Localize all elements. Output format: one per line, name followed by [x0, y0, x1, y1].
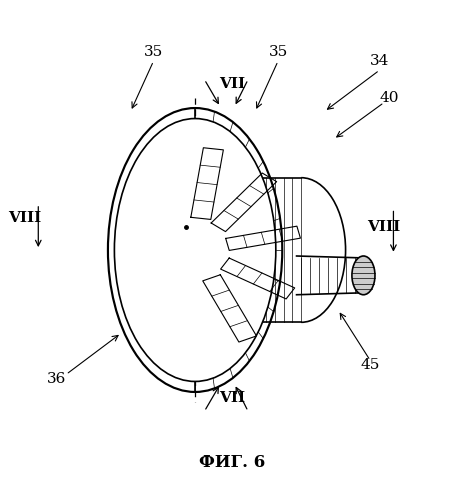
Ellipse shape	[351, 256, 374, 294]
Text: 35: 35	[268, 44, 287, 59]
Text: VIII: VIII	[367, 220, 400, 234]
Text: VIII: VIII	[8, 210, 41, 224]
Ellipse shape	[114, 118, 275, 382]
Text: ФИГ. 6: ФИГ. 6	[199, 454, 264, 470]
Text: VII: VII	[219, 390, 244, 404]
Text: VII: VII	[219, 77, 244, 91]
Text: 40: 40	[378, 91, 398, 105]
Text: 36: 36	[47, 372, 66, 386]
Text: 35: 35	[144, 44, 163, 59]
Text: 34: 34	[369, 54, 388, 68]
Text: 45: 45	[360, 358, 379, 372]
